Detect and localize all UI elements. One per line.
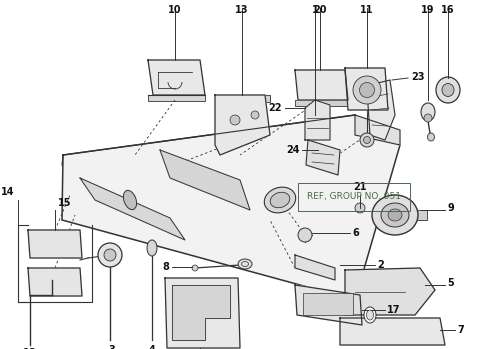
Text: 23: 23 (411, 72, 424, 82)
Polygon shape (295, 70, 348, 100)
Text: 7: 7 (457, 325, 464, 335)
Polygon shape (295, 285, 362, 325)
Polygon shape (28, 230, 82, 258)
Ellipse shape (123, 191, 137, 210)
Polygon shape (165, 278, 240, 348)
Bar (35, 274, 51, 290)
Bar (303, 78, 338, 94)
Polygon shape (28, 268, 82, 296)
Bar (348, 323, 436, 341)
Ellipse shape (298, 228, 312, 242)
Text: 16: 16 (441, 5, 455, 15)
Text: 18: 18 (23, 348, 37, 349)
Ellipse shape (381, 203, 409, 227)
Ellipse shape (355, 203, 365, 213)
Polygon shape (215, 95, 270, 155)
Ellipse shape (192, 265, 198, 271)
Ellipse shape (104, 249, 116, 261)
Ellipse shape (421, 103, 435, 121)
Ellipse shape (270, 192, 290, 208)
Bar (57, 274, 73, 290)
Text: 14: 14 (0, 187, 14, 197)
Ellipse shape (436, 77, 460, 103)
Bar (353, 276, 408, 308)
Ellipse shape (251, 111, 259, 119)
Polygon shape (340, 318, 445, 345)
Text: 13: 13 (235, 5, 249, 15)
Ellipse shape (353, 76, 381, 104)
Polygon shape (345, 268, 435, 315)
Text: 3: 3 (108, 345, 115, 349)
Text: 15: 15 (58, 198, 72, 208)
Bar (303, 293, 353, 315)
Text: 17: 17 (387, 305, 400, 315)
Ellipse shape (360, 82, 374, 97)
Polygon shape (80, 178, 185, 240)
Text: 11: 11 (360, 5, 374, 15)
Text: 9: 9 (447, 203, 454, 213)
Text: 5: 5 (447, 278, 454, 288)
Bar (415, 210, 427, 220)
Polygon shape (345, 68, 388, 110)
Text: 2: 2 (377, 260, 384, 270)
Bar (215, 95, 270, 102)
Bar (35, 236, 51, 252)
Ellipse shape (360, 133, 374, 147)
Polygon shape (306, 140, 340, 175)
Ellipse shape (363, 136, 371, 143)
Ellipse shape (372, 195, 418, 235)
Text: 20: 20 (313, 5, 327, 15)
Polygon shape (295, 255, 335, 280)
Polygon shape (172, 285, 230, 340)
Text: 24: 24 (287, 145, 300, 155)
Text: 6: 6 (352, 228, 359, 238)
Ellipse shape (364, 307, 376, 323)
Polygon shape (160, 150, 250, 210)
Text: 22: 22 (268, 103, 282, 113)
Polygon shape (62, 115, 400, 300)
Text: 21: 21 (353, 182, 367, 192)
Text: 19: 19 (421, 5, 435, 15)
Polygon shape (368, 80, 395, 140)
Ellipse shape (442, 83, 454, 97)
Text: 8: 8 (162, 262, 169, 272)
Ellipse shape (367, 310, 373, 320)
Bar (148, 95, 205, 101)
Ellipse shape (147, 240, 157, 256)
Ellipse shape (230, 115, 240, 125)
Polygon shape (148, 60, 205, 95)
Text: 4: 4 (149, 345, 156, 349)
Polygon shape (305, 100, 330, 140)
Bar (57, 236, 73, 252)
Ellipse shape (424, 114, 432, 122)
Text: 10: 10 (168, 5, 182, 15)
Ellipse shape (388, 209, 402, 221)
Ellipse shape (428, 133, 434, 141)
Bar (295, 100, 348, 106)
Ellipse shape (238, 259, 252, 269)
Ellipse shape (264, 187, 296, 213)
Ellipse shape (98, 243, 122, 267)
Text: 1: 1 (312, 5, 318, 15)
Polygon shape (355, 115, 400, 145)
Bar (368, 278, 396, 290)
Text: REF, GROUP NO. 951: REF, GROUP NO. 951 (307, 193, 401, 201)
